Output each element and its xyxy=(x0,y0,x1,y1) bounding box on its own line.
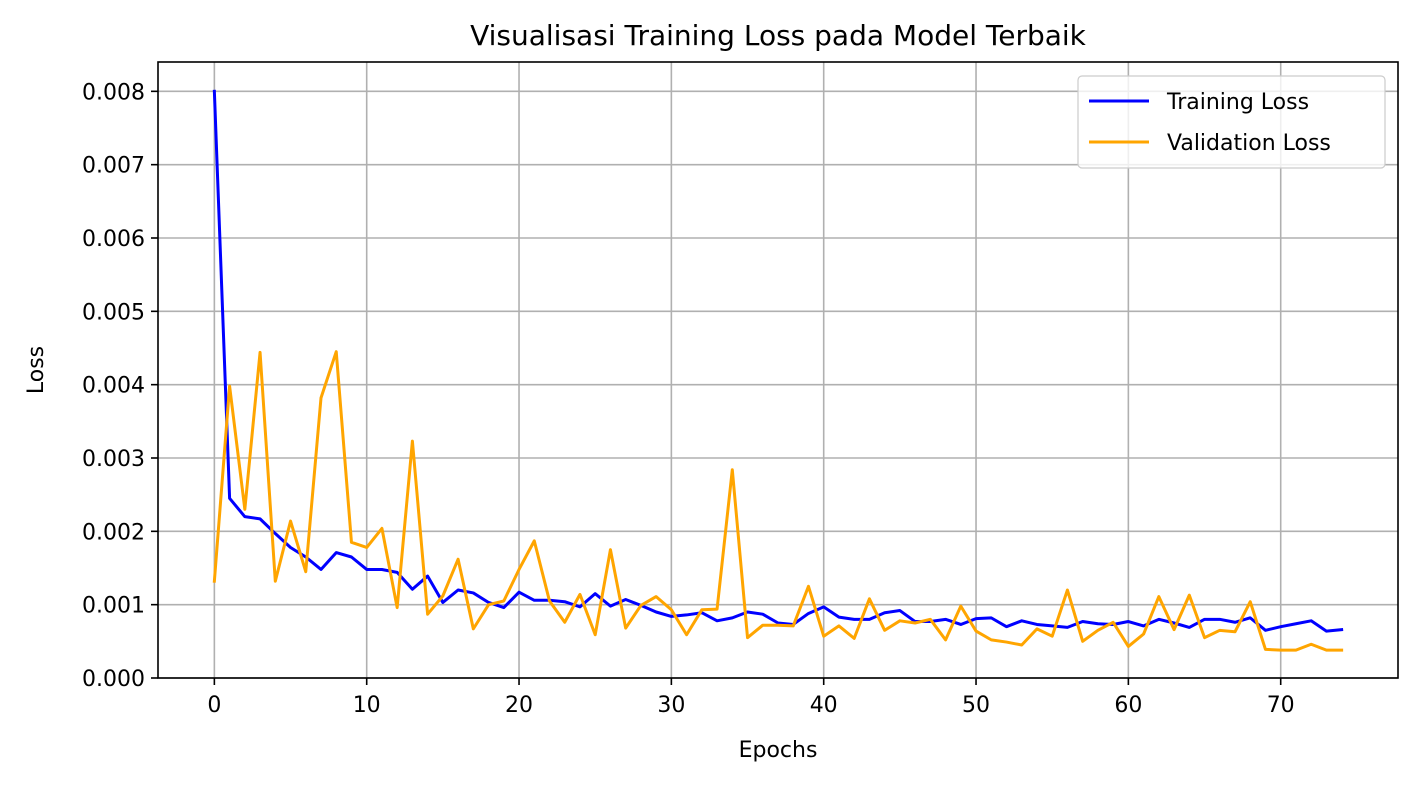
y-tick-label: 0.004 xyxy=(82,374,145,399)
y-tick-label: 0.001 xyxy=(82,594,145,619)
y-tick-label: 0.006 xyxy=(82,227,145,252)
plot-frame xyxy=(157,61,1399,679)
legend: Training Loss Validation Loss xyxy=(1077,75,1386,169)
chart-title: Visualisasi Training Loss pada Model Ter… xyxy=(470,19,1087,52)
legend-label-training-loss: Training Loss xyxy=(1166,90,1309,115)
y-tick-label: 0.002 xyxy=(82,520,145,545)
series-lines xyxy=(212,89,1344,652)
x-tick-label: 50 xyxy=(962,693,990,718)
x-tick-label: 70 xyxy=(1267,693,1295,718)
x-tick-label: 40 xyxy=(810,693,838,718)
legend-box xyxy=(1077,75,1386,169)
series-line-validation-loss xyxy=(212,350,1344,652)
y-axis-title: Loss xyxy=(24,346,49,394)
y-tick-label: 0.007 xyxy=(82,154,145,179)
y-tick-label: 0.005 xyxy=(82,300,145,325)
x-tick-label: 0 xyxy=(207,693,221,718)
series-line-training-loss xyxy=(212,89,1344,633)
x-axis-title: Epochs xyxy=(739,738,818,763)
x-tick-label: 30 xyxy=(657,693,685,718)
x-tick-label: 10 xyxy=(353,693,381,718)
legend-label-validation-loss: Validation Loss xyxy=(1167,131,1331,156)
x-tick-label: 20 xyxy=(505,693,533,718)
y-tick-label: 0.003 xyxy=(82,447,145,472)
y-tick-label: 0.008 xyxy=(82,80,145,105)
axis-ticks: 0 10 20 30 40 50 60 70 0.000 0.001 0.002 0.003 0.004… xyxy=(82,80,1295,718)
x-tick-label: 60 xyxy=(1114,693,1142,718)
y-tick-label: 0.000 xyxy=(82,667,145,692)
